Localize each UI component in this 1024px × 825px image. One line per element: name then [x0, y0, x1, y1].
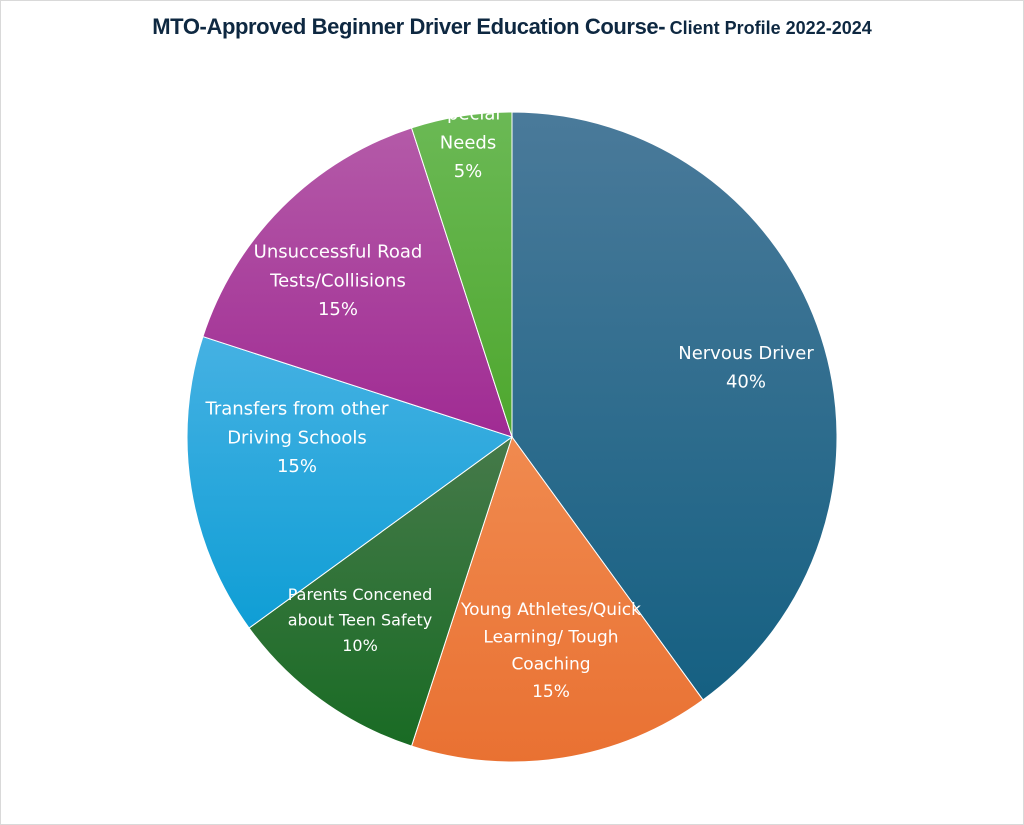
slice-category-label: Coaching: [511, 655, 590, 675]
slice-value-label: 10%: [342, 636, 378, 655]
slice-category-label: Driving Schools: [227, 427, 367, 448]
chart-title: MTO-Approved Beginner Driver Education C…: [0, 14, 1024, 40]
slice-category-label: Unsuccessful Road: [254, 242, 423, 263]
slice-value-label: 15%: [532, 682, 570, 702]
pie-slice: [410, 435, 704, 763]
pie-slice: [410, 111, 513, 438]
slice-category-label: Young Athletes/Quick: [460, 600, 641, 620]
slice-category-label: Learning/ Tough: [483, 627, 618, 647]
pie-labels: Nervous Driver 40% Young Athletes/Quick Lea…: [204, 104, 814, 702]
pie-slice: [202, 127, 513, 438]
slice-category-label: Parents Concened: [288, 585, 433, 604]
slice-value-label: 15%: [318, 299, 358, 320]
slice-value-label: 40%: [726, 372, 766, 393]
slice-category-label: Needs: [440, 132, 496, 153]
slice-category-label: Transfers from other: [204, 399, 389, 420]
chart-subtitle: Client Profile 2022-2024: [669, 18, 872, 38]
pie-slice: [248, 435, 513, 747]
slice-value-label: 15%: [277, 456, 317, 477]
chart-title-main: MTO-Approved Beginner Driver Education C…: [152, 14, 666, 39]
slice-category-label: Nervous Driver: [678, 343, 814, 364]
slice-category-label: Special: [436, 104, 501, 125]
pie-slice: [186, 335, 514, 629]
slice-category-label: about Teen Safety: [288, 611, 432, 630]
slice-value-label: 5%: [454, 161, 483, 182]
pie-slices: [186, 111, 838, 763]
slice-category-label: Tests/Collisions: [269, 270, 406, 291]
pie-slice: [511, 111, 838, 701]
